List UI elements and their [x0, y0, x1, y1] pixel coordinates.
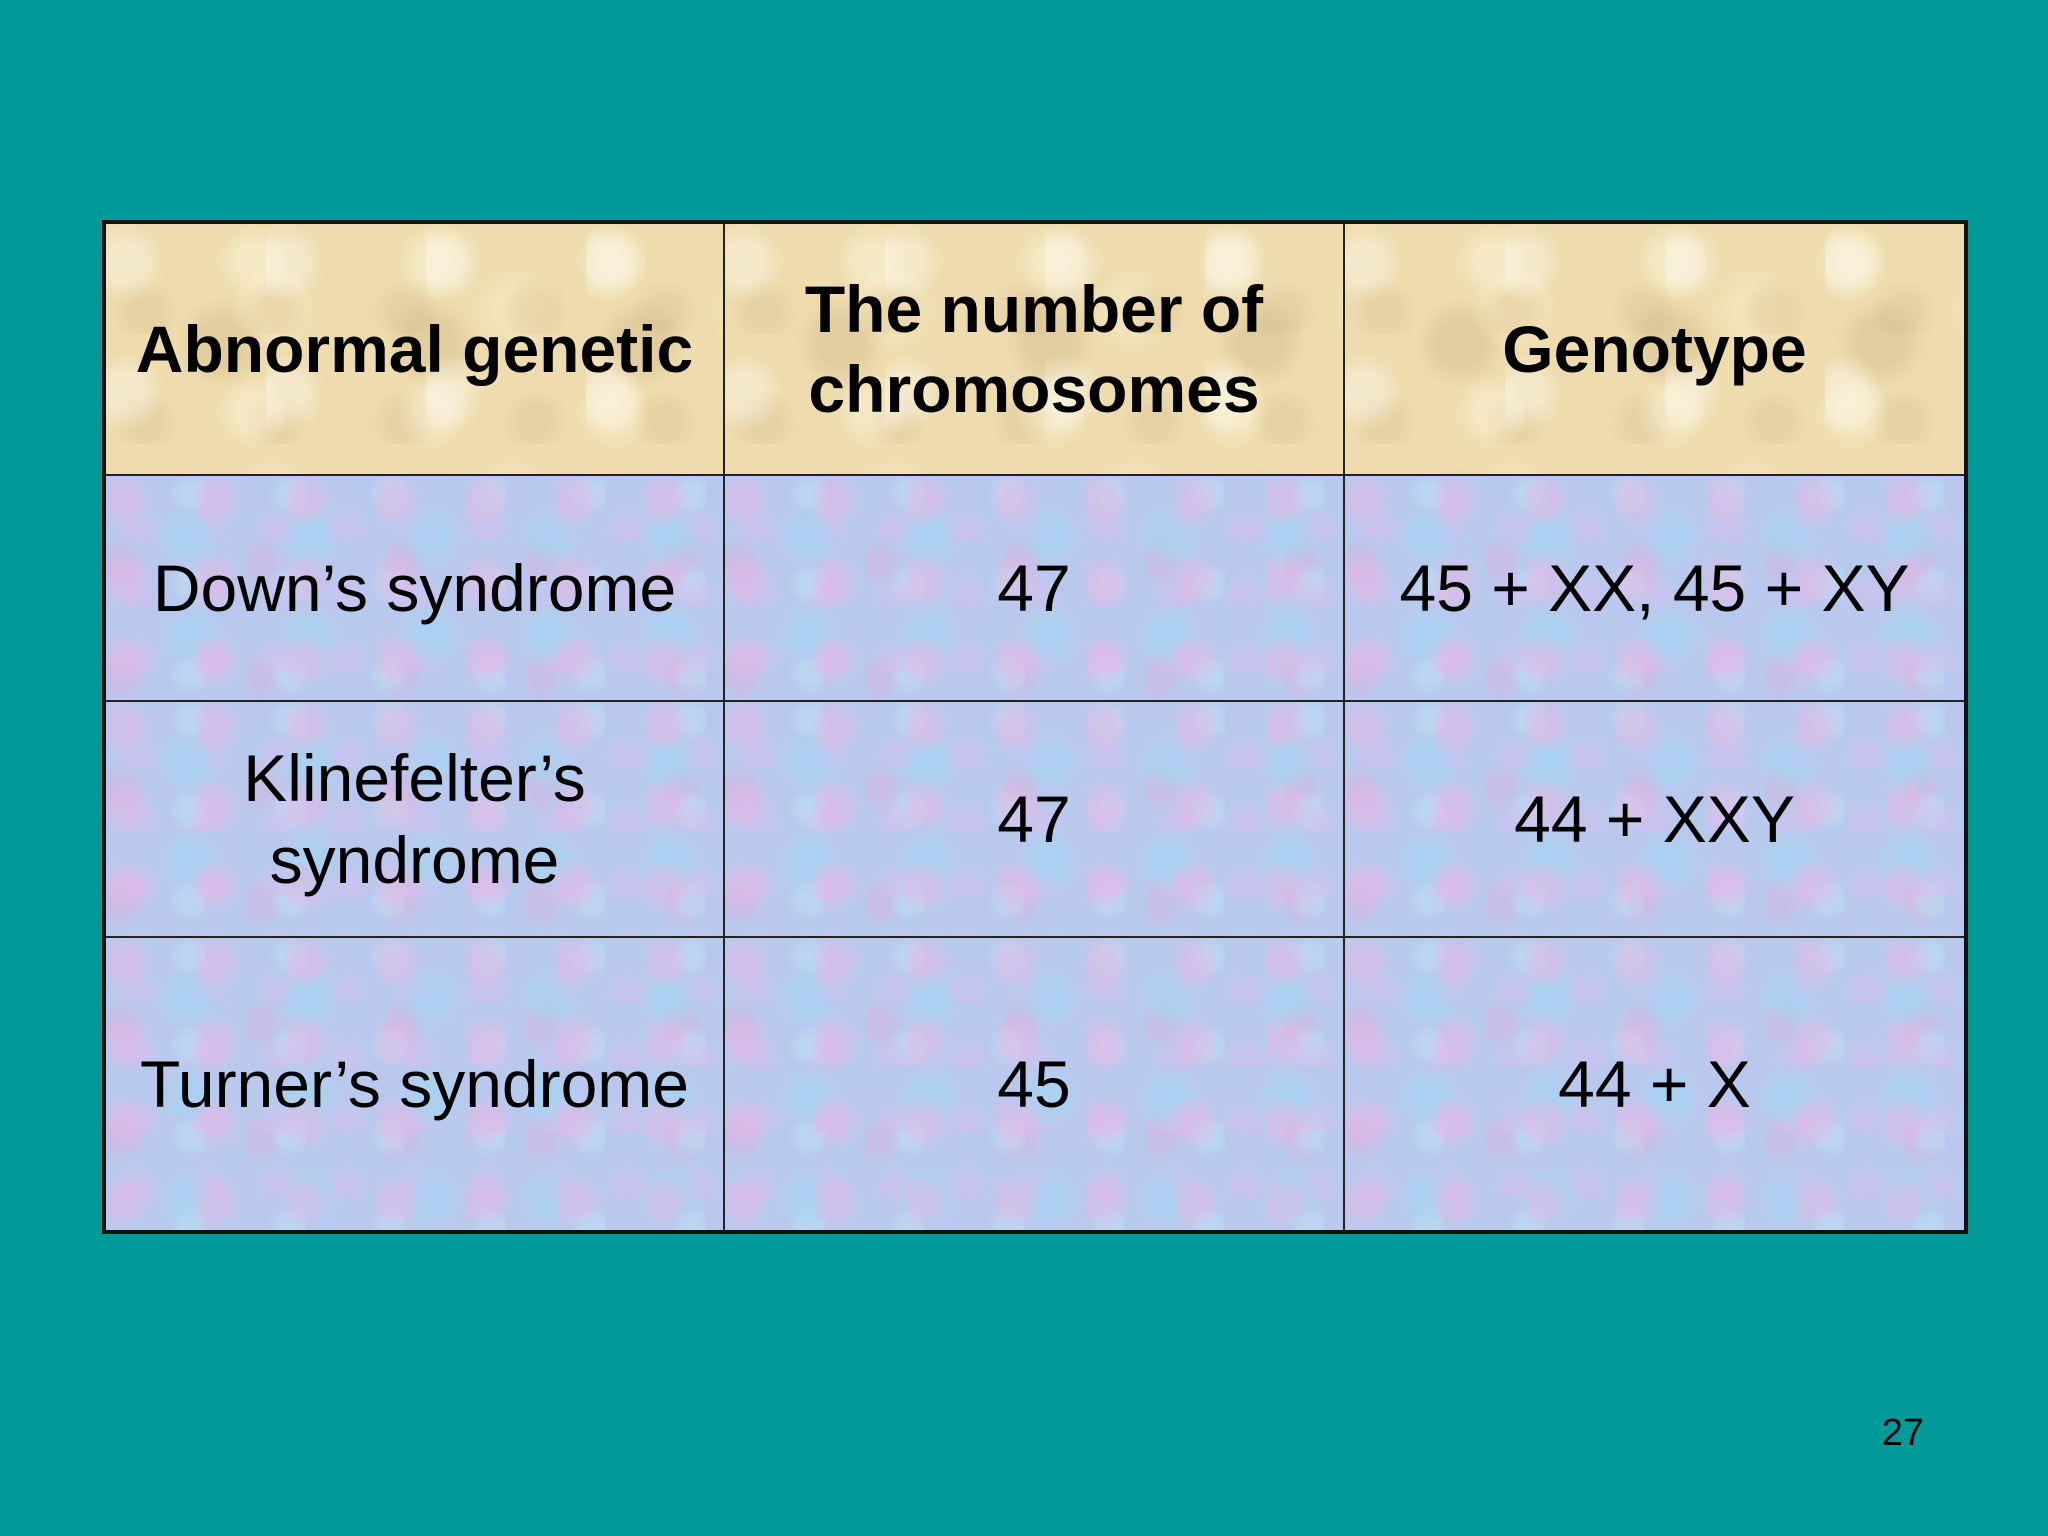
table-header-row: Abnormal genetic The number of chromosom… [103, 221, 1967, 476]
cell-genotype: 44 + XXY [1343, 700, 1967, 938]
table-row: Turner’s syndrome 45 44 + X [103, 936, 1967, 1233]
table-row: Down’s syndrome 47 45 + XX, 45 + XY [103, 474, 1967, 702]
header-abnormal-genetic: Abnormal genetic [103, 221, 725, 476]
cell-condition: Down’s syndrome [103, 474, 725, 702]
table-row: Klinefelter’s syndrome 47 44 + XXY [103, 700, 1967, 938]
page-number: 27 [1881, 1412, 1924, 1454]
header-number-of-chromosomes: The number of chromosomes [723, 221, 1345, 476]
cell-chromosomes: 47 [723, 474, 1345, 702]
header-genotype: Genotype [1343, 221, 1967, 476]
cell-chromosomes: 47 [723, 700, 1345, 938]
cell-condition: Klinefelter’s syndrome [103, 700, 725, 938]
cell-condition: Turner’s syndrome [103, 936, 725, 1233]
cell-genotype: 44 + X [1343, 936, 1967, 1233]
syndrome-table: Abnormal genetic The number of chromosom… [102, 220, 1968, 1234]
header-number-of-chromosomes-text: The number of chromosomes [804, 272, 1264, 426]
cell-genotype: 45 + XX, 45 + XY [1343, 474, 1967, 702]
cell-condition-text: Klinefelter’s syndrome [243, 741, 586, 897]
cell-chromosomes: 45 [723, 936, 1345, 1233]
